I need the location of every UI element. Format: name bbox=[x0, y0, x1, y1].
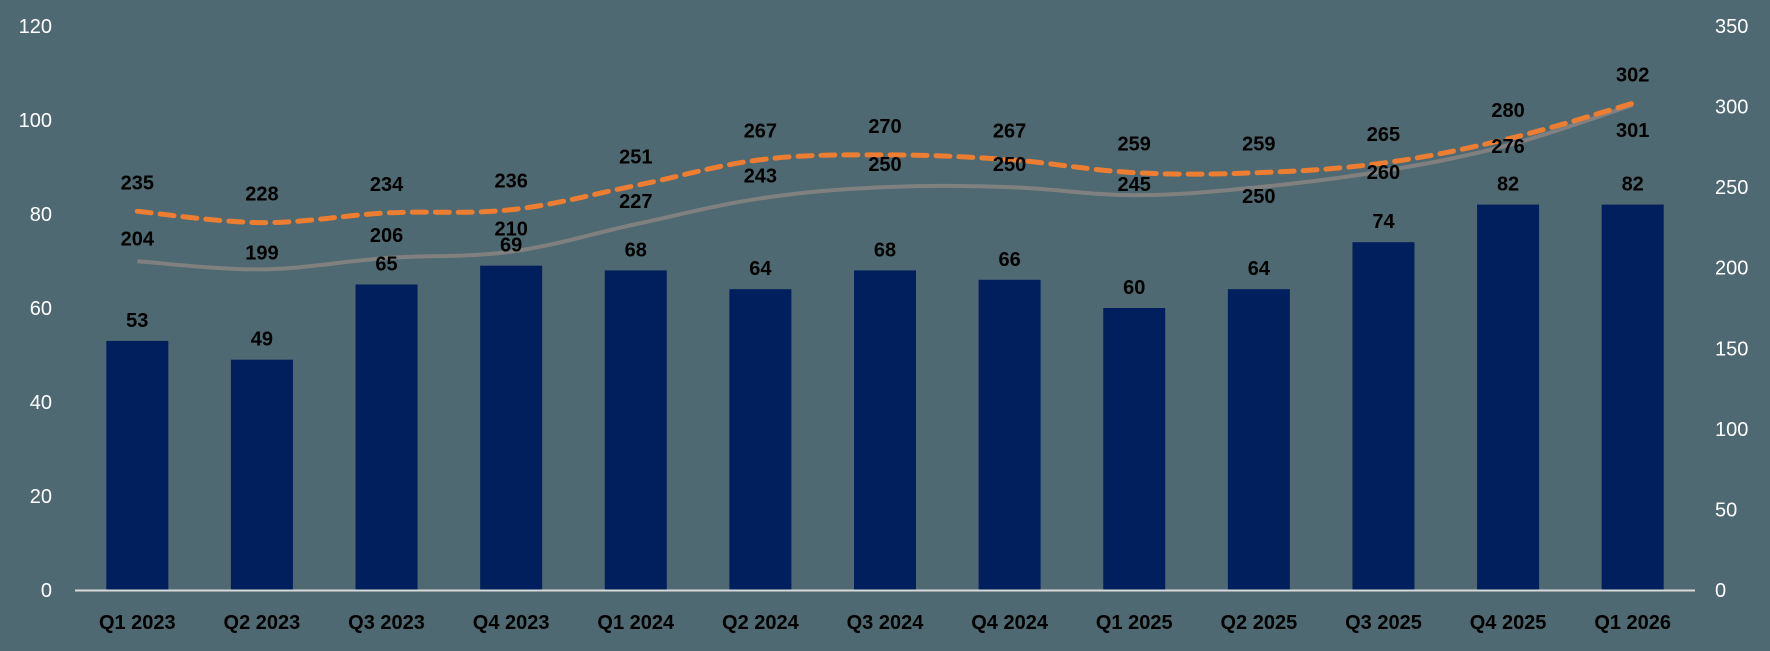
bar-value-label: 53 bbox=[126, 310, 148, 332]
bar bbox=[1227, 289, 1290, 590]
right-axis-tick: 200 bbox=[1715, 258, 1748, 280]
orange-line-value-label: 228 bbox=[245, 184, 278, 206]
gray-line-value-label: 204 bbox=[121, 228, 155, 250]
category-label: Q3 2023 bbox=[348, 612, 425, 634]
bar-value-label: 69 bbox=[500, 235, 522, 257]
left-axis-tick: 100 bbox=[19, 110, 52, 132]
category-label: Q1 2025 bbox=[1096, 612, 1173, 634]
orange-line-value-label: 235 bbox=[121, 172, 154, 194]
left-axis-tick: 40 bbox=[30, 392, 52, 414]
orange-line-value-label: 270 bbox=[868, 116, 901, 138]
bar bbox=[1601, 204, 1664, 590]
bar bbox=[106, 340, 169, 590]
gray-line-value-label: 260 bbox=[1367, 162, 1400, 184]
category-labels: Q1 2023 Q2 2023 Q3 2023 Q4 2023 Q1 2024 Q2 20… bbox=[99, 612, 1671, 634]
gray-line-value-label: 250 bbox=[868, 154, 901, 176]
orange-line-value-label: 265 bbox=[1367, 124, 1400, 146]
line-series bbox=[134, 100, 1636, 272]
bar-value-label: 60 bbox=[1123, 277, 1145, 299]
category-label: Q4 2023 bbox=[473, 612, 550, 634]
category-label: Q2 2025 bbox=[1220, 612, 1297, 634]
gray-line-value-label: 227 bbox=[619, 191, 652, 213]
bar-value-label: 82 bbox=[1622, 174, 1644, 196]
gray-line-value-label: 206 bbox=[370, 225, 403, 247]
bar bbox=[480, 265, 543, 590]
gray-line-value-label: 250 bbox=[1242, 186, 1275, 208]
category-label: Q3 2025 bbox=[1345, 612, 1422, 634]
gray-line-value-label: 245 bbox=[1118, 174, 1151, 196]
bar bbox=[729, 289, 792, 590]
bar bbox=[355, 284, 418, 590]
orange-line-value-label: 267 bbox=[744, 121, 777, 143]
bar-value-label: 68 bbox=[874, 239, 896, 261]
bar-value-label: 65 bbox=[375, 254, 397, 276]
orange-line-value-label: 259 bbox=[1242, 134, 1275, 156]
right-axis-tick: 50 bbox=[1715, 499, 1737, 521]
bar-value-label: 66 bbox=[998, 249, 1020, 271]
category-label: Q1 2024 bbox=[597, 612, 675, 634]
gray-line-value-label: 210 bbox=[494, 219, 527, 241]
orange-line-value-label: 267 bbox=[993, 121, 1026, 143]
orange-line-value-label: 302 bbox=[1616, 64, 1649, 86]
left-axis-ticks: 0 20 40 60 80 100 120 bbox=[19, 16, 52, 602]
bar bbox=[1352, 242, 1415, 590]
right-axis-tick: 350 bbox=[1715, 16, 1748, 38]
orange-dashed-line bbox=[134, 100, 1636, 226]
right-axis-tick: 300 bbox=[1715, 97, 1748, 119]
bar bbox=[978, 279, 1041, 590]
category-label: Q1 2026 bbox=[1594, 612, 1671, 634]
data-labels: 53 49 65 69 68 64 68 66 60 64 74 82 82 235 228 234 236 25… bbox=[121, 64, 1650, 350]
bar bbox=[1477, 204, 1540, 590]
left-axis-tick: 0 bbox=[41, 580, 52, 602]
right-axis-tick: 100 bbox=[1715, 419, 1748, 441]
category-label: Q3 2024 bbox=[847, 612, 925, 634]
gray-line-value-label: 199 bbox=[245, 242, 278, 264]
right-axis-tick: 250 bbox=[1715, 177, 1748, 199]
bar bbox=[230, 359, 293, 590]
orange-line-value-label: 259 bbox=[1118, 134, 1151, 156]
left-axis-tick: 20 bbox=[30, 486, 52, 508]
bar-value-label: 74 bbox=[1372, 211, 1395, 233]
gray-line-value-label: 301 bbox=[1616, 120, 1649, 142]
gray-line bbox=[137, 103, 1634, 272]
bar-value-label: 64 bbox=[749, 258, 772, 280]
left-axis-tick: 120 bbox=[19, 16, 52, 38]
orange-line-value-label: 251 bbox=[619, 147, 652, 169]
category-label: Q1 2023 bbox=[99, 612, 176, 634]
bar bbox=[604, 270, 667, 590]
bar-value-label: 68 bbox=[625, 239, 647, 261]
bar-series bbox=[106, 204, 1664, 590]
category-label: Q4 2024 bbox=[971, 612, 1049, 634]
bar-value-label: 49 bbox=[251, 329, 273, 351]
left-axis-tick: 60 bbox=[30, 298, 52, 320]
gray-line-value-label: 250 bbox=[993, 154, 1026, 176]
category-label: Q4 2025 bbox=[1470, 612, 1547, 634]
orange-line-value-label: 236 bbox=[494, 171, 527, 193]
bar-value-label: 64 bbox=[1248, 258, 1271, 280]
orange-line-value-label: 234 bbox=[370, 174, 404, 196]
right-axis-ticks: 0 50 100 150 200 250 300 350 bbox=[1715, 16, 1748, 602]
gray-line-value-label: 243 bbox=[744, 165, 777, 187]
category-label: Q2 2023 bbox=[224, 612, 301, 634]
orange-line-value-label: 280 bbox=[1491, 100, 1524, 122]
bar bbox=[1103, 308, 1166, 590]
right-axis-tick: 150 bbox=[1715, 338, 1748, 360]
right-axis-tick: 0 bbox=[1715, 580, 1726, 602]
left-axis-tick: 80 bbox=[30, 204, 52, 226]
category-label: Q2 2024 bbox=[722, 612, 800, 634]
gray-line-value-label: 276 bbox=[1491, 136, 1524, 158]
bar-value-label: 82 bbox=[1497, 174, 1519, 196]
bar bbox=[854, 270, 916, 590]
